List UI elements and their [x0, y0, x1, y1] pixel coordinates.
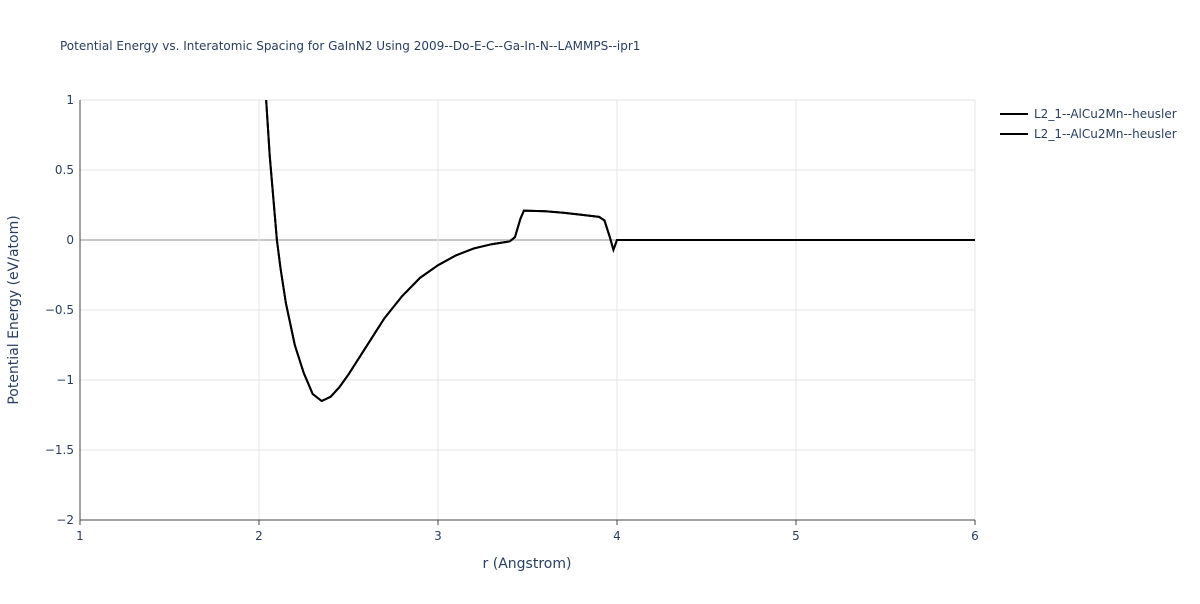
y-tick-label: 1 [66, 93, 74, 107]
x-axis-label: r (Angstrom) [483, 556, 572, 572]
legend: L2_1--AlCu2Mn--heusler L2_1--AlCu2Mn--heu… [1000, 107, 1177, 141]
x-tick-label: 3 [434, 529, 442, 543]
series-line [265, 100, 975, 403]
legend-label: L2_1--AlCu2Mn--heusler [1034, 107, 1177, 121]
plot-area [265, 100, 975, 403]
series-line [265, 100, 975, 403]
y-tick-label: −1.5 [45, 443, 74, 457]
x-tick-label: 4 [613, 529, 621, 543]
legend-label: L2_1--AlCu2Mn--heusler [1034, 127, 1177, 141]
x-tick-label: 5 [792, 529, 800, 543]
x-tick-label: 6 [971, 529, 979, 543]
y-tick-label: −0.5 [45, 303, 74, 317]
y-tick-label: 0.5 [55, 163, 74, 177]
chart-title: Potential Energy vs. Interatomic Spacing… [60, 39, 640, 53]
y-tick-label: 0 [66, 233, 74, 247]
x-tick-label: 2 [255, 529, 263, 543]
x-tick-label: 1 [76, 529, 84, 543]
y-axis-label: Potential Energy (eV/atom) [6, 215, 22, 404]
grid: −2 −1.5 −1 −0.5 0 0.5 1 1 2 3 4 5 6 [45, 93, 979, 543]
y-tick-label: −2 [56, 513, 74, 527]
y-tick-label: −1 [56, 373, 74, 387]
